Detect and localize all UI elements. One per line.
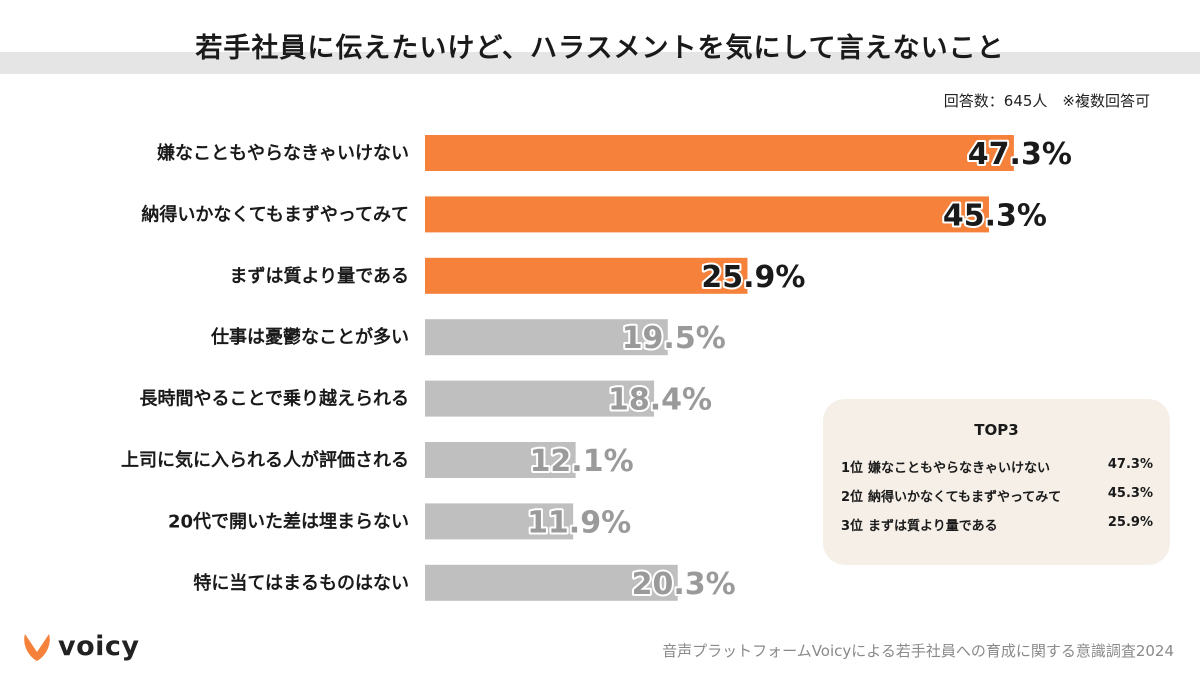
title-band <box>0 52 1200 74</box>
category-label: 特に当てはまるものはない <box>193 572 409 594</box>
category-label: 嫌なこともやらなきゃいけない <box>157 142 409 164</box>
top3-item: まずは質より量である <box>868 519 998 534</box>
value-label: 11.9% <box>527 505 631 540</box>
top3-row: 3位 まずは質より量である 25.9% <box>841 515 1153 535</box>
top3-pct: 47.3% <box>1107 457 1153 472</box>
top3-row: 2位 納得いかなくてもまずやってみて 45.3% <box>841 486 1153 506</box>
top3-rank: 3位 <box>841 519 864 534</box>
voicy-logo: voicy <box>20 630 140 664</box>
bar <box>425 442 576 478</box>
source-footer: 音声プラットフォームVoicyによる若手社員への育成に関する意識調査2024 <box>662 642 1174 660</box>
top3-item: 納得いかなくてもまずやってみて <box>868 490 1062 505</box>
category-label: まずは質より量である <box>230 265 409 287</box>
category-label: 長時間やることで乗り越えられる <box>140 388 409 410</box>
top3-panel: TOP3 1位 嫌なこともやらなきゃいけない 47.3% 2位 納得いかなくても… <box>823 399 1170 565</box>
bar <box>425 380 655 417</box>
category-label: 納得いかなくてもまずやってみて <box>141 203 409 225</box>
top3-pct: 45.3% <box>1107 486 1153 501</box>
bar <box>425 503 574 540</box>
value-label: 18.4% <box>608 383 712 418</box>
top3-pct: 25.9% <box>1107 515 1153 530</box>
top3-rank: 2位 <box>841 490 864 505</box>
category-label: 上司に気に入られる人が評価される <box>121 449 409 471</box>
voicy-logo-icon <box>24 634 50 661</box>
bar <box>425 196 989 233</box>
top3-row: 1位 嫌なこともやらなきゃいけない 47.3% <box>841 457 1153 477</box>
bar <box>425 257 748 294</box>
value-label: 20.3% <box>632 567 736 602</box>
category-label: 仕事は憂鬱なことが多い <box>210 326 409 348</box>
value-label: 19.5% <box>622 321 726 356</box>
value-label: 45.3% <box>943 198 1047 233</box>
bar <box>425 319 668 356</box>
page-title: 若手社員に伝えたいけど、ハラスメントを気にして言えないこと <box>195 33 1005 64</box>
value-label: 25.9% <box>701 260 805 295</box>
value-label: 47.3% <box>968 137 1072 172</box>
top3-rank: 1位 <box>841 461 864 476</box>
category-label: 20代で開いた差は埋まらない <box>168 510 409 532</box>
bar <box>425 135 1014 171</box>
bar <box>425 564 678 601</box>
top3-title: TOP3 <box>974 421 1019 439</box>
value-label: 12.1% <box>530 444 634 479</box>
logo-wordmark: voicy <box>58 631 140 662</box>
top3-item: 嫌なこともやらなきゃいけない <box>868 461 1051 476</box>
respondents-note: 回答数：645人 ※複数回答可 <box>943 92 1150 110</box>
